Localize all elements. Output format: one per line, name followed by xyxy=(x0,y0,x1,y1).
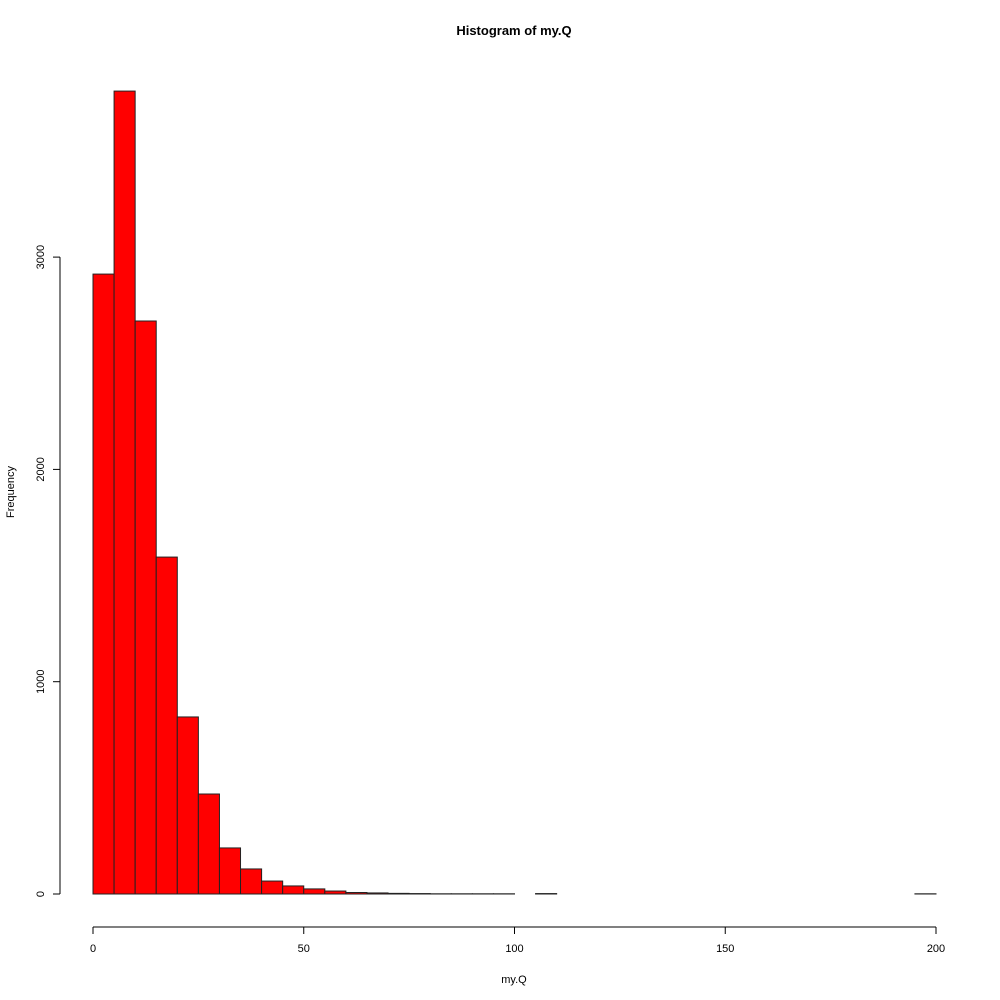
x-axis: 0 50 100 150 200 xyxy=(90,926,945,955)
histogram-bar xyxy=(155,556,178,895)
y-axis: 0 1000 2000 3000 xyxy=(35,245,61,897)
x-tick-label: 0 xyxy=(90,943,96,955)
histogram-bar xyxy=(366,892,389,895)
histogram-bar xyxy=(324,890,347,895)
histogram-bar xyxy=(261,880,284,895)
x-tick-label: 200 xyxy=(927,943,945,955)
chart-title: Histogram of my.Q xyxy=(456,23,571,38)
y-tick-label: 0 xyxy=(35,891,47,897)
x-tick-label: 50 xyxy=(298,943,310,955)
histogram-bar xyxy=(134,320,157,895)
histogram-bar xyxy=(282,885,305,895)
histogram-bar xyxy=(92,273,115,895)
x-axis-label: my.Q xyxy=(501,974,527,986)
y-tick-label: 2000 xyxy=(35,457,47,481)
histogram-bar xyxy=(176,716,199,895)
histogram-bar xyxy=(345,892,368,895)
x-tick-label: 150 xyxy=(716,943,734,955)
bars xyxy=(92,90,937,895)
histogram-bar xyxy=(240,868,263,895)
histogram-bar xyxy=(387,892,410,895)
histogram-bar xyxy=(303,888,326,895)
histogram-bar xyxy=(218,847,242,895)
histogram-bar xyxy=(113,90,136,895)
x-tick-label: 100 xyxy=(505,943,523,955)
y-axis-label: Frequency xyxy=(5,466,17,518)
y-tick-label: 1000 xyxy=(35,669,47,693)
histogram-bar xyxy=(197,793,220,895)
y-tick-label: 3000 xyxy=(35,245,47,269)
